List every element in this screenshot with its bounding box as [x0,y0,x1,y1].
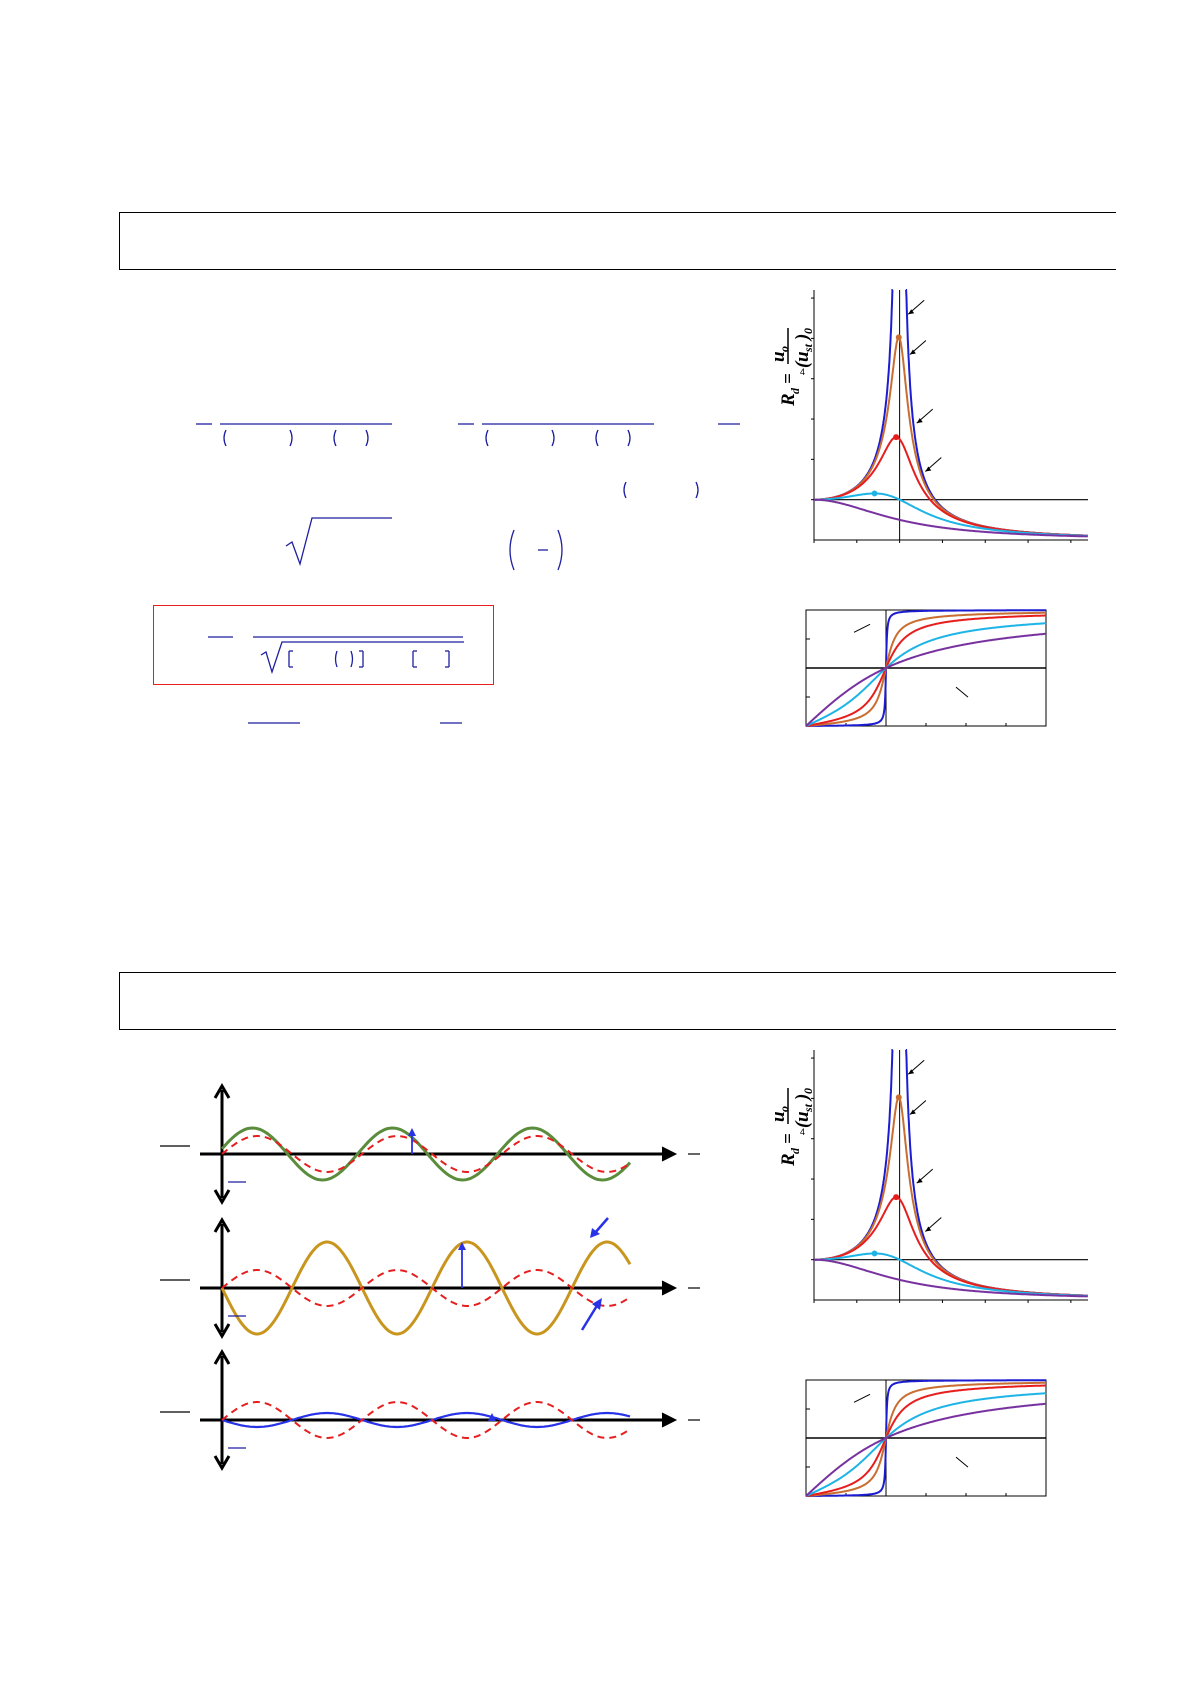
arrow-head-3 [925,466,932,472]
svg-text:(: ( [792,1120,813,1128]
svg-text:0: 0 [801,1088,815,1094]
svg-text:st: st [801,1103,815,1113]
svg-text:u: u [792,1111,813,1122]
phase-series-4 [805,632,1046,727]
peak-point-1 [895,1094,902,1101]
axis-arrow-down-2 [213,1455,231,1471]
peak-point-2 [893,1194,900,1201]
annotation-arrow-1 [955,686,969,698]
phase-series-1 [806,1381,1046,1497]
series-line-4 [814,1258,1088,1298]
amplitude-indicator-head-1 [458,1242,466,1250]
section-header-box-2 [119,972,1116,1030]
amplitude-indicator-head-2 [488,1413,496,1421]
svg-text:u: u [768,351,789,362]
y-tick-4: 4 [800,367,805,377]
phase-series-3 [805,1392,1047,1497]
peak-point-3 [871,1250,878,1257]
axis-arrow-down-0 [213,1189,231,1205]
phase-series-0 [806,1379,1046,1497]
time-arrow-2 [661,1412,678,1428]
arrow-head-0 [908,1069,915,1075]
formula-bottom [248,722,462,724]
y-axis-label: R d = u o ( u st ) 0 [768,1088,815,1167]
force-wave-dashed-0 [221,1135,631,1173]
arrow-head-1 [909,349,916,355]
y-tick-4: 4 [800,1127,805,1137]
arrow-head-3 [925,1226,932,1232]
svg-text:): ) [792,334,813,342]
annotation-arrow-0 [853,1393,871,1403]
peak-point-2 [893,434,900,441]
svg-text:d: d [788,387,802,394]
formula-boxed [208,636,464,675]
phase-series-2 [805,1384,1046,1497]
svg-text:R: R [778,393,799,407]
annotation-arrow-1 [955,1456,969,1468]
phase-series-4 [805,1402,1046,1497]
series-line-0 [814,1049,1088,1297]
svg-text:): ) [792,1094,813,1102]
series-line-0 [814,289,1088,537]
time-arrow-1 [661,1280,678,1296]
formula-highlight-box [153,605,494,685]
time-arrow-0 [661,1146,678,1162]
amplitude-response-chart-1: R d = u o ( u st ) 0 4 [768,289,1088,543]
phase-response-chart-1 [805,609,1047,727]
y-axis-label: R d = u o ( u st ) 0 [768,328,815,407]
svg-text:o: o [777,346,791,352]
arrow-head-0 [908,309,915,315]
response-wave-0 [220,1126,632,1182]
svg-text:st: st [801,343,815,353]
phase-series-3 [805,622,1047,727]
amplitude-indicator-head-0 [408,1128,416,1136]
phase-response-chart-2 [805,1379,1047,1497]
amplitude-response-chart-2: R d = u o ( u st ) 0 4 [768,1049,1088,1303]
phase-series-2 [805,614,1046,727]
svg-text:R: R [778,1153,799,1167]
force-wave-dashed-2 [221,1401,631,1439]
series-line-3 [814,1252,1088,1297]
callout-arrow-response-head [590,1228,600,1238]
peak-point-3 [871,490,878,497]
axis-arrow-up-1 [213,1217,231,1233]
svg-text:=: = [778,373,799,384]
axis-arrow-down-1 [213,1323,231,1339]
force-wave-dashed-1 [221,1269,631,1307]
series-line-1 [814,1096,1088,1297]
series-line-3 [814,492,1088,537]
svg-text:=: = [778,1133,799,1144]
wave-diagram [160,1083,700,1471]
svg-text:u: u [768,1111,789,1122]
response-wave-2 [221,1411,631,1429]
annotation-arrow-0 [853,623,871,633]
phase-series-0 [806,609,1046,727]
callout-arrow-force-head [592,1298,602,1310]
svg-text:o: o [777,1106,791,1112]
axis-arrow-up-0 [213,1083,231,1099]
peak-point-1 [895,334,902,341]
arrow-head-2 [916,1178,923,1184]
svg-text:(: ( [792,360,813,368]
arrow-head-2 [916,418,923,424]
svg-text:d: d [788,1147,802,1154]
phase-series-1 [806,611,1046,727]
axis-arrow-up-2 [213,1349,231,1365]
arrow-head-1 [909,1109,916,1115]
svg-text:0: 0 [801,328,815,334]
callout-arrow-force [580,1303,600,1331]
svg-text:u: u [792,351,813,362]
response-wave-1 [220,1240,632,1336]
series-line-1 [814,336,1088,537]
series-line-4 [814,498,1088,538]
formula-area [196,423,740,571]
section-header-box-1 [119,212,1116,270]
